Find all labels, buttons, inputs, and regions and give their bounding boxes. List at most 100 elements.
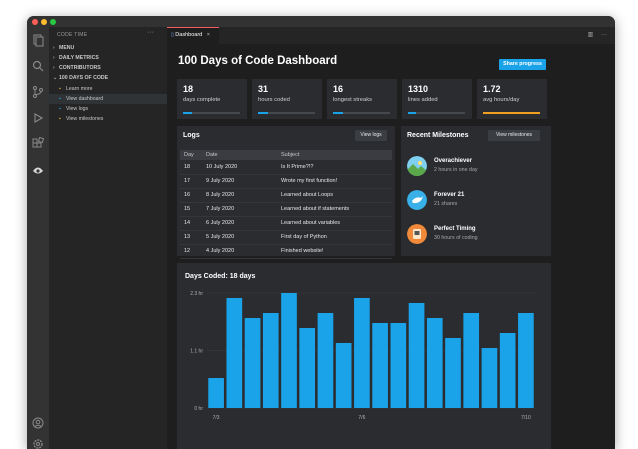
file-icon: ▯ xyxy=(171,32,174,38)
chart-bar xyxy=(354,298,370,408)
chart-bar xyxy=(445,338,461,408)
stat-label: avg hours/day xyxy=(483,97,520,103)
log-subject-cell: Learned about variables xyxy=(277,216,392,231)
table-row[interactable]: 14 6 July 2020 Learned about variables xyxy=(180,216,392,231)
account-icon[interactable] xyxy=(31,416,45,430)
minimize-window-button[interactable] xyxy=(41,19,47,25)
y-tick-label: 0 hr xyxy=(194,406,203,412)
chevron-right-icon: › xyxy=(53,45,55,51)
table-row[interactable]: 13 5 July 2020 First day of Python xyxy=(180,230,392,245)
more-actions-icon[interactable]: ··· xyxy=(147,29,154,36)
sidebar-section-contributors[interactable]: › CONTRIBUTORS xyxy=(53,63,101,73)
sidebar-item-label: View logs xyxy=(66,106,89,112)
chart-bar xyxy=(463,313,480,408)
log-subject-cell: Wrote my first function! xyxy=(277,174,392,189)
sidebar-section-label: 100 DAYS OF CODE xyxy=(59,75,109,81)
column-header: Day xyxy=(180,150,202,160)
settings-gear-icon[interactable] xyxy=(31,437,45,449)
milestone-name: Overachiever xyxy=(434,158,473,164)
table-row[interactable]: 15 7 July 2020 Learned about if statements xyxy=(180,202,392,217)
sidebar-item-view-logs[interactable]: ▪ View logs xyxy=(59,104,88,114)
log-day-cell: 17 xyxy=(180,174,202,189)
stat-progress-bar xyxy=(483,112,540,114)
log-subject-cell: Learned about Loops xyxy=(277,188,392,203)
sidebar-item-learn-more[interactable]: ▪ Learn more xyxy=(59,84,93,94)
logs-icon: ▪ xyxy=(59,106,61,112)
view-milestones-button[interactable]: View milestones xyxy=(488,130,540,141)
chart-bar xyxy=(499,333,516,408)
chart-bar xyxy=(426,318,443,408)
stat-progress-fill xyxy=(333,112,343,114)
stat-progress-fill xyxy=(183,112,193,114)
log-day-cell: 18 xyxy=(180,160,202,175)
log-subject-cell: Learned about if statements xyxy=(277,202,392,217)
sidebar-item-view-dashboard[interactable]: ▪ View dashboard xyxy=(49,94,167,104)
chart-bar xyxy=(244,318,261,408)
page-title: 100 Days of Code Dashboard xyxy=(178,55,338,67)
table-row[interactable]: 16 8 July 2020 Learned about Loops xyxy=(180,188,392,203)
codetime-icon[interactable] xyxy=(31,163,45,177)
title-bar xyxy=(27,16,615,27)
more-actions-icon[interactable]: ··· xyxy=(601,32,607,38)
search-icon[interactable] xyxy=(31,59,45,73)
sidebar-section-menu[interactable]: › MENU xyxy=(53,43,74,53)
bird-badge-icon xyxy=(407,190,427,210)
table-row[interactable]: 18 10 July 2020 Is It Prime?!? xyxy=(180,160,392,175)
app-window: CODE TIME ··· › MENU › DAILY METRICS › CONT… xyxy=(27,16,615,449)
editor-actions: ▥ ··· xyxy=(588,31,607,38)
log-date-cell: 9 July 2020 xyxy=(202,174,277,189)
sidebar-section-100-days[interactable]: ⌄ 100 DAYS OF CODE xyxy=(53,73,108,83)
chart-bar xyxy=(518,313,534,408)
chart-bar xyxy=(208,378,224,408)
sidebar: CODE TIME ··· › MENU › DAILY METRICS › CONT… xyxy=(49,27,167,449)
split-editor-icon[interactable]: ▥ xyxy=(587,32,594,38)
landscape-badge-icon xyxy=(407,156,427,176)
tab-close-icon[interactable]: × xyxy=(206,32,210,38)
log-day-cell: 14 xyxy=(180,216,202,231)
milestone-item[interactable]: Forever 21 21 shares xyxy=(407,188,537,212)
chevron-right-icon: › xyxy=(53,55,55,61)
stat-value: 16 xyxy=(333,84,344,94)
share-progress-button[interactable]: Share progress xyxy=(499,59,546,70)
editor-area: ▯ Dashboard × ▥ ··· 100 Days of Code Das… xyxy=(167,27,615,449)
stat-label: hours coded xyxy=(258,97,290,103)
view-logs-button[interactable]: View logs xyxy=(355,130,387,141)
source-control-icon[interactable] xyxy=(31,85,45,99)
sidebar-item-view-milestones[interactable]: ▪ View milestones xyxy=(59,114,103,124)
chart-title: Days Coded: 18 days xyxy=(185,273,256,280)
stat-value: 1310 xyxy=(408,84,429,94)
extensions-icon[interactable] xyxy=(31,136,45,151)
book-icon: ▪ xyxy=(59,86,61,92)
tab-dashboard[interactable]: ▯ Dashboard × xyxy=(167,27,219,44)
sidebar-item-label: View dashboard xyxy=(66,96,104,102)
table-row[interactable]: 17 9 July 2020 Wrote my first function! xyxy=(180,174,392,189)
sidebar-header: CODE TIME xyxy=(57,32,88,38)
table-row[interactable]: 12 4 July 2020 Finished website! xyxy=(180,244,392,259)
trophy-icon: ▪ xyxy=(59,116,61,122)
close-window-button[interactable] xyxy=(32,19,38,25)
stat-card: 31 hours coded xyxy=(252,79,322,119)
log-date-cell: 5 July 2020 xyxy=(202,230,277,245)
milestone-description: 30 hours of coding xyxy=(434,235,478,241)
log-date-cell: 6 July 2020 xyxy=(202,216,277,231)
milestone-item[interactable]: Perfect Timing 30 hours of coding xyxy=(407,222,537,246)
maximize-window-button[interactable] xyxy=(50,19,56,25)
chevron-down-icon: ⌄ xyxy=(53,75,58,81)
chart-bar xyxy=(226,298,243,408)
logs-panel: Logs View logs Day Date Subject 18 10 Jul… xyxy=(177,126,395,259)
run-debug-icon[interactable] xyxy=(31,111,45,125)
chart-bar xyxy=(262,313,279,408)
stat-progress-bar xyxy=(408,112,465,114)
chart-bar xyxy=(281,293,297,408)
sidebar-item-label: View milestones xyxy=(66,116,104,122)
x-tick-label: 7/3 xyxy=(213,415,220,421)
stat-label: longest streaks xyxy=(333,97,372,103)
chart-bar xyxy=(481,348,498,408)
log-day-cell: 16 xyxy=(180,188,202,203)
milestone-item[interactable]: Overachiever 2 hours in one day xyxy=(407,154,537,178)
stat-card: 1310 lines added xyxy=(402,79,472,119)
chart-bar xyxy=(299,328,316,408)
stat-label: days complete xyxy=(183,97,221,103)
sidebar-section-daily-metrics[interactable]: › DAILY METRICS xyxy=(53,53,99,63)
files-icon[interactable] xyxy=(31,33,45,47)
